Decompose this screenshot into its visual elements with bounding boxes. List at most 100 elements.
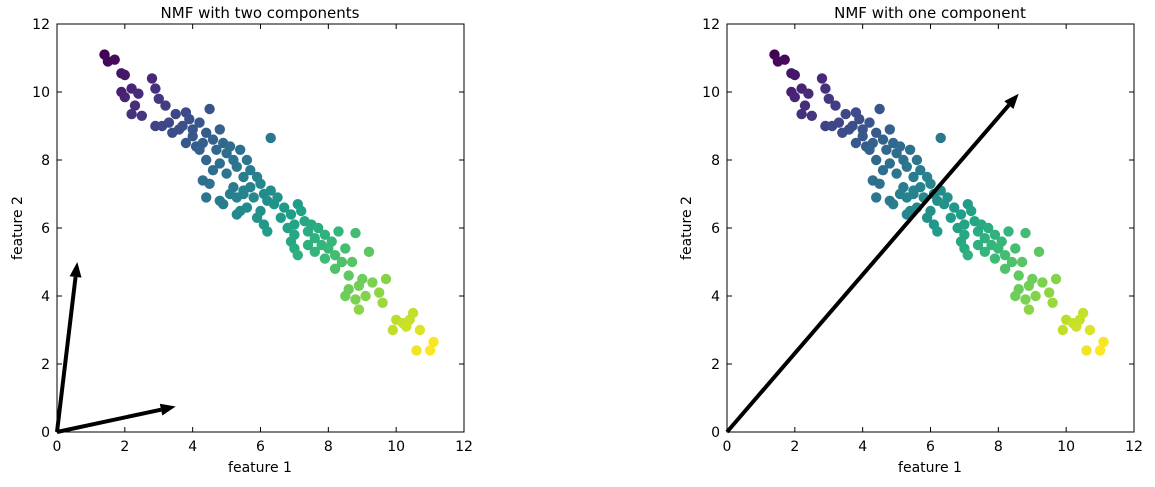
data-point bbox=[265, 132, 276, 144]
data-point bbox=[1047, 297, 1058, 308]
data-point bbox=[850, 137, 862, 149]
point-layer bbox=[99, 49, 439, 356]
data-point bbox=[803, 88, 814, 99]
y-tick-label: 6 bbox=[711, 221, 720, 237]
data-point bbox=[357, 273, 368, 285]
data-point bbox=[857, 124, 868, 135]
y-tick-label: 0 bbox=[41, 425, 50, 441]
data-point bbox=[1010, 243, 1021, 254]
data-point bbox=[231, 161, 242, 172]
data-point bbox=[235, 144, 246, 155]
data-point bbox=[207, 165, 219, 176]
data-point bbox=[1094, 345, 1106, 356]
data-point bbox=[945, 212, 956, 223]
data-point bbox=[837, 127, 848, 138]
data-point bbox=[340, 290, 351, 302]
y-tick-label: 4 bbox=[711, 289, 720, 305]
data-point bbox=[309, 233, 320, 244]
x-tick-label: 4 bbox=[188, 439, 197, 455]
data-point bbox=[333, 226, 344, 237]
data-point bbox=[245, 182, 256, 193]
data-point bbox=[241, 154, 253, 166]
data-point bbox=[884, 195, 895, 206]
x-tick-label: 8 bbox=[994, 439, 1003, 455]
data-point bbox=[177, 120, 188, 132]
data-point bbox=[884, 158, 895, 169]
data-point bbox=[1010, 290, 1021, 302]
x-axis: 0 2 4 6 8 10 12 bbox=[53, 24, 473, 455]
data-point bbox=[119, 91, 130, 103]
data-point bbox=[1084, 324, 1096, 336]
y-tick-label: 10 bbox=[702, 85, 720, 101]
arrow-layer bbox=[725, 93, 1019, 434]
x-tick-label: 12 bbox=[1125, 439, 1143, 455]
data-point bbox=[1098, 336, 1109, 348]
data-point bbox=[126, 108, 137, 120]
data-point bbox=[881, 144, 892, 155]
data-point bbox=[201, 192, 212, 203]
chart-panel-two-components: NMF with two components 0 2 4 6 8 10 12 0 2 4 6 8 1… bbox=[10, 4, 473, 476]
data-point bbox=[1013, 270, 1024, 281]
data-point bbox=[238, 171, 249, 183]
data-point bbox=[214, 124, 225, 135]
data-point bbox=[326, 236, 337, 247]
data-point bbox=[184, 114, 195, 125]
data-point bbox=[864, 117, 875, 128]
data-point bbox=[989, 253, 1001, 264]
x-tick-label: 0 bbox=[723, 439, 732, 455]
data-point bbox=[1020, 294, 1031, 305]
data-point bbox=[1037, 277, 1048, 288]
data-point bbox=[826, 120, 838, 132]
data-point bbox=[214, 195, 225, 206]
data-point bbox=[262, 226, 273, 237]
data-point bbox=[401, 321, 412, 332]
data-point bbox=[387, 324, 398, 336]
data-point bbox=[167, 127, 178, 138]
x-tick-label: 10 bbox=[1057, 439, 1075, 455]
data-point bbox=[942, 192, 953, 203]
data-point bbox=[133, 88, 144, 99]
data-point bbox=[285, 209, 297, 220]
y-tick-label: 10 bbox=[32, 85, 50, 101]
y-tick-label: 2 bbox=[711, 357, 720, 373]
data-point bbox=[955, 209, 967, 220]
data-point bbox=[302, 239, 314, 251]
data-point bbox=[241, 202, 253, 213]
data-point bbox=[874, 103, 885, 115]
data-point bbox=[864, 144, 875, 155]
data-point bbox=[806, 110, 817, 122]
data-point bbox=[789, 91, 800, 103]
data-point bbox=[1050, 273, 1062, 285]
data-point bbox=[231, 209, 242, 220]
data-point bbox=[884, 124, 895, 135]
arrow-layer bbox=[55, 262, 176, 434]
data-point bbox=[319, 253, 331, 264]
data-point bbox=[1081, 345, 1092, 356]
data-point bbox=[867, 175, 878, 186]
data-point bbox=[353, 304, 365, 315]
data-point bbox=[187, 124, 198, 135]
data-point bbox=[1030, 290, 1041, 302]
data-point bbox=[840, 108, 851, 120]
data-point bbox=[340, 243, 351, 254]
data-point bbox=[374, 287, 385, 298]
data-point bbox=[251, 212, 263, 223]
data-point bbox=[816, 73, 828, 84]
data-point bbox=[309, 246, 320, 257]
data-point bbox=[224, 141, 236, 152]
data-point bbox=[1057, 324, 1069, 336]
data-point bbox=[854, 114, 865, 125]
data-point bbox=[343, 270, 354, 281]
data-point bbox=[799, 100, 811, 111]
data-point bbox=[871, 154, 882, 166]
y-axis-label: feature 2 bbox=[10, 196, 26, 260]
data-point bbox=[979, 246, 990, 257]
data-point bbox=[329, 263, 341, 274]
data-point bbox=[901, 209, 912, 220]
data-point bbox=[915, 182, 926, 193]
data-point bbox=[211, 144, 222, 155]
data-point bbox=[820, 83, 831, 94]
data-point bbox=[336, 256, 348, 268]
data-point bbox=[847, 120, 858, 132]
data-point bbox=[424, 345, 436, 356]
